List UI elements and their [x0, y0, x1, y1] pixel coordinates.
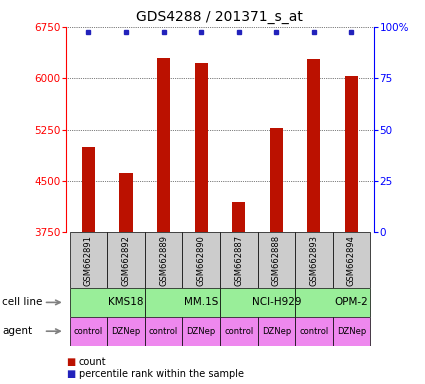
Bar: [195, 63, 208, 232]
Text: GSM662889: GSM662889: [159, 235, 168, 286]
Text: GSM662891: GSM662891: [84, 235, 93, 286]
Title: GDS4288 / 201371_s_at: GDS4288 / 201371_s_at: [136, 10, 303, 25]
Bar: [220, 232, 258, 288]
Text: DZNep: DZNep: [262, 327, 291, 336]
Bar: [220, 288, 295, 317]
Bar: [82, 147, 95, 232]
Text: control: control: [299, 327, 329, 336]
Text: control: control: [74, 327, 103, 336]
Text: agent: agent: [2, 326, 32, 336]
Text: DZNep: DZNep: [337, 327, 366, 336]
Text: cell line: cell line: [2, 297, 42, 308]
Bar: [145, 232, 182, 288]
Bar: [258, 232, 295, 288]
Text: GSM662892: GSM662892: [122, 235, 130, 286]
Text: OPM-2: OPM-2: [334, 297, 368, 308]
Text: GSM662887: GSM662887: [234, 235, 243, 286]
Bar: [270, 127, 283, 232]
Text: DZNep: DZNep: [187, 327, 216, 336]
Bar: [107, 317, 145, 346]
Bar: [295, 288, 370, 317]
Text: MM.1S: MM.1S: [184, 297, 218, 308]
Text: count: count: [79, 357, 106, 367]
Bar: [295, 317, 333, 346]
Bar: [182, 232, 220, 288]
Bar: [182, 317, 220, 346]
Text: NCI-H929: NCI-H929: [252, 297, 301, 308]
Text: DZNep: DZNep: [111, 327, 141, 336]
Bar: [220, 317, 258, 346]
Text: control: control: [149, 327, 178, 336]
Bar: [119, 173, 133, 232]
Text: ■: ■: [66, 357, 75, 367]
Bar: [70, 232, 107, 288]
Text: percentile rank within the sample: percentile rank within the sample: [79, 369, 244, 379]
Bar: [333, 317, 370, 346]
Bar: [107, 232, 145, 288]
Text: GSM662888: GSM662888: [272, 235, 281, 286]
Text: KMS18: KMS18: [108, 297, 144, 308]
Text: control: control: [224, 327, 253, 336]
Bar: [333, 232, 370, 288]
Bar: [258, 317, 295, 346]
Bar: [295, 232, 333, 288]
Bar: [70, 288, 145, 317]
Text: GSM662893: GSM662893: [309, 235, 318, 286]
Bar: [145, 317, 182, 346]
Bar: [70, 317, 107, 346]
Bar: [157, 58, 170, 232]
Bar: [145, 288, 220, 317]
Bar: [232, 202, 245, 232]
Bar: [345, 76, 358, 232]
Bar: [307, 59, 320, 232]
Text: GSM662894: GSM662894: [347, 235, 356, 286]
Text: GSM662890: GSM662890: [197, 235, 206, 286]
Text: ■: ■: [66, 369, 75, 379]
